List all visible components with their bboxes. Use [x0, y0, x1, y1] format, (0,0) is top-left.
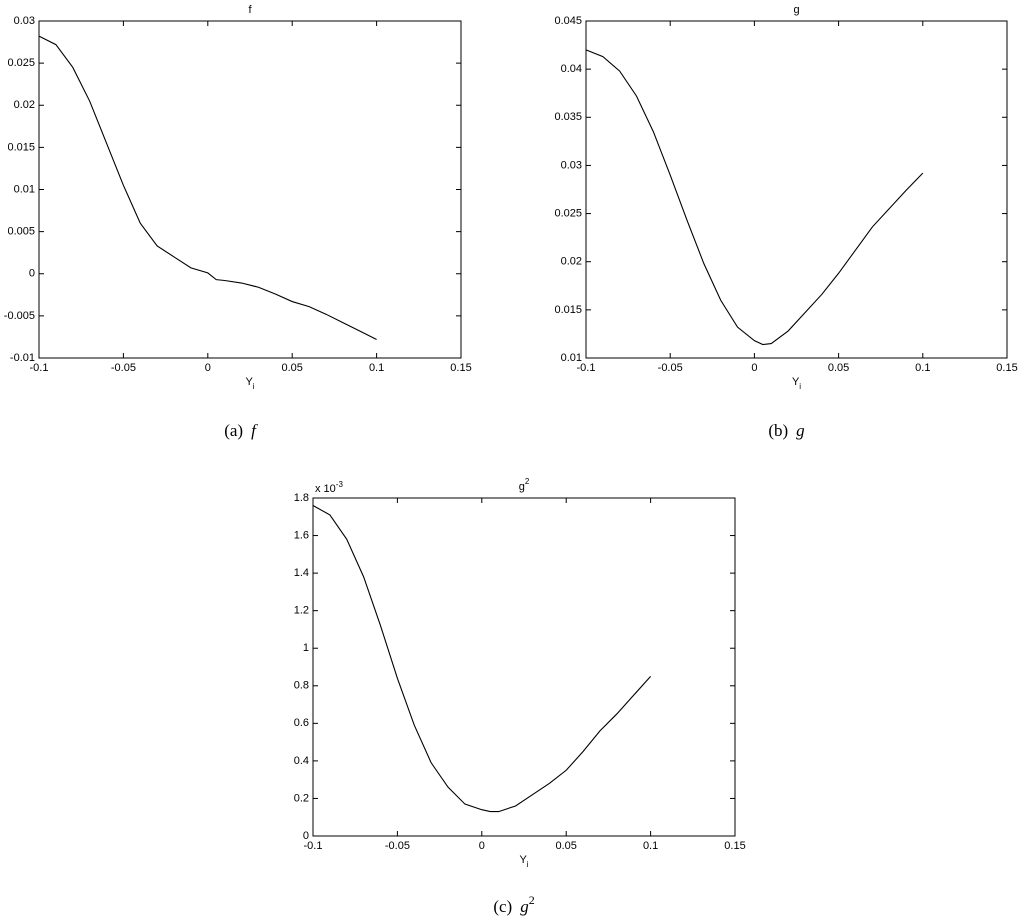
chart-title: g: [793, 4, 799, 16]
y-tick-label: 0.04: [561, 63, 582, 75]
y-tick-label: 0.015: [554, 304, 582, 316]
caption-label: (c): [493, 897, 512, 916]
y-tick-label: 1.4: [294, 567, 309, 579]
x-tick-label: -0.05: [111, 362, 136, 374]
y-tick-label: 0.4: [294, 755, 309, 767]
x-tick-label: 0.1: [643, 840, 658, 852]
x-tick-label: -0.05: [658, 362, 683, 374]
x-tick-label: -0.05: [385, 840, 410, 852]
y-tick-label: 0.005: [7, 226, 35, 238]
y-tick-label: -0.01: [10, 352, 35, 364]
title-text: g: [519, 481, 525, 493]
data-line: [38, 35, 377, 340]
x-axis-label: Yi: [792, 376, 801, 391]
y-tick-label: 1.8: [294, 492, 309, 504]
y-tick-label: 0.015: [7, 141, 35, 153]
y-tick-label: 0: [29, 268, 35, 280]
caption-text: g: [520, 897, 529, 916]
x-tick-label: 0: [751, 362, 757, 374]
y-tick-label: 0: [303, 830, 309, 842]
x-label-subscript: i: [253, 382, 255, 391]
x-tick-label: 0.15: [724, 840, 745, 852]
caption-text: g: [796, 421, 805, 440]
y-tick-label: -0.005: [4, 310, 35, 322]
x-tick-label: 0.15: [450, 362, 471, 374]
y-tick-label: 0.02: [561, 256, 582, 268]
chart-title: g2: [519, 477, 530, 493]
y-tick-label: 0.035: [554, 111, 582, 123]
x-tick-label: 0.15: [996, 362, 1017, 374]
caption-label: (a): [224, 421, 243, 440]
y-tick-label: 1: [303, 642, 309, 654]
data-line: [585, 49, 924, 346]
y-tick-label: 0.02: [14, 99, 35, 111]
x-label-subscript: i: [527, 860, 529, 869]
y-tick-label: 1.2: [294, 605, 309, 617]
caption-label: (b): [768, 421, 788, 440]
plot-frame: [312, 497, 736, 837]
y-tick-label: 0.025: [554, 207, 582, 219]
x-tick-label: 0: [479, 840, 485, 852]
y-multiplier: x 10-3: [315, 480, 343, 495]
y-tick-label: 0.8: [294, 680, 309, 692]
title-superscript: 2: [525, 477, 530, 486]
y-tick-label: 0.6: [294, 717, 309, 729]
title-text: g: [793, 4, 799, 16]
x-label-subscript: i: [799, 382, 801, 391]
y-tick-label: 1.6: [294, 529, 309, 541]
plot-frame: [38, 20, 462, 359]
x-label-text: Y: [519, 854, 527, 866]
y-tick-label: 0.025: [7, 57, 35, 69]
x-label-text: Y: [245, 376, 253, 388]
x-tick-label: 0.05: [281, 362, 302, 374]
caption-text: f: [251, 421, 258, 440]
data-line: [312, 505, 652, 813]
caption: (a) f: [224, 421, 258, 440]
x-tick-label: -0.1: [30, 362, 49, 374]
x-axis-label: Yi: [245, 376, 254, 391]
x-tick-label: 0.05: [555, 840, 576, 852]
y-tick-label: 0.01: [561, 352, 582, 364]
x-tick-label: -0.1: [577, 362, 596, 374]
multiplier-base: x 10: [315, 483, 336, 495]
y-tick-label: 0.01: [14, 183, 35, 195]
x-tick-label: 0.1: [369, 362, 384, 374]
multiplier-exponent: -3: [336, 480, 344, 489]
y-tick-label: 0.03: [561, 159, 582, 171]
caption: (c) g2: [493, 893, 534, 916]
y-tick-label: 0.045: [554, 15, 582, 27]
x-axis-label: Yi: [519, 854, 528, 869]
x-tick-label: 0.05: [828, 362, 849, 374]
x-tick-label: 0.1: [915, 362, 930, 374]
x-tick-label: 0: [205, 362, 211, 374]
x-tick-label: -0.1: [304, 840, 323, 852]
caption-superscript: 2: [529, 893, 535, 907]
x-label-text: Y: [792, 376, 800, 388]
title-text: f: [248, 4, 252, 16]
y-tick-label: 0.03: [14, 15, 35, 27]
caption: (b) g: [768, 421, 804, 440]
y-tick-label: 0.2: [294, 792, 309, 804]
chart-title: f: [248, 4, 252, 16]
plot-frame: [585, 20, 1008, 359]
